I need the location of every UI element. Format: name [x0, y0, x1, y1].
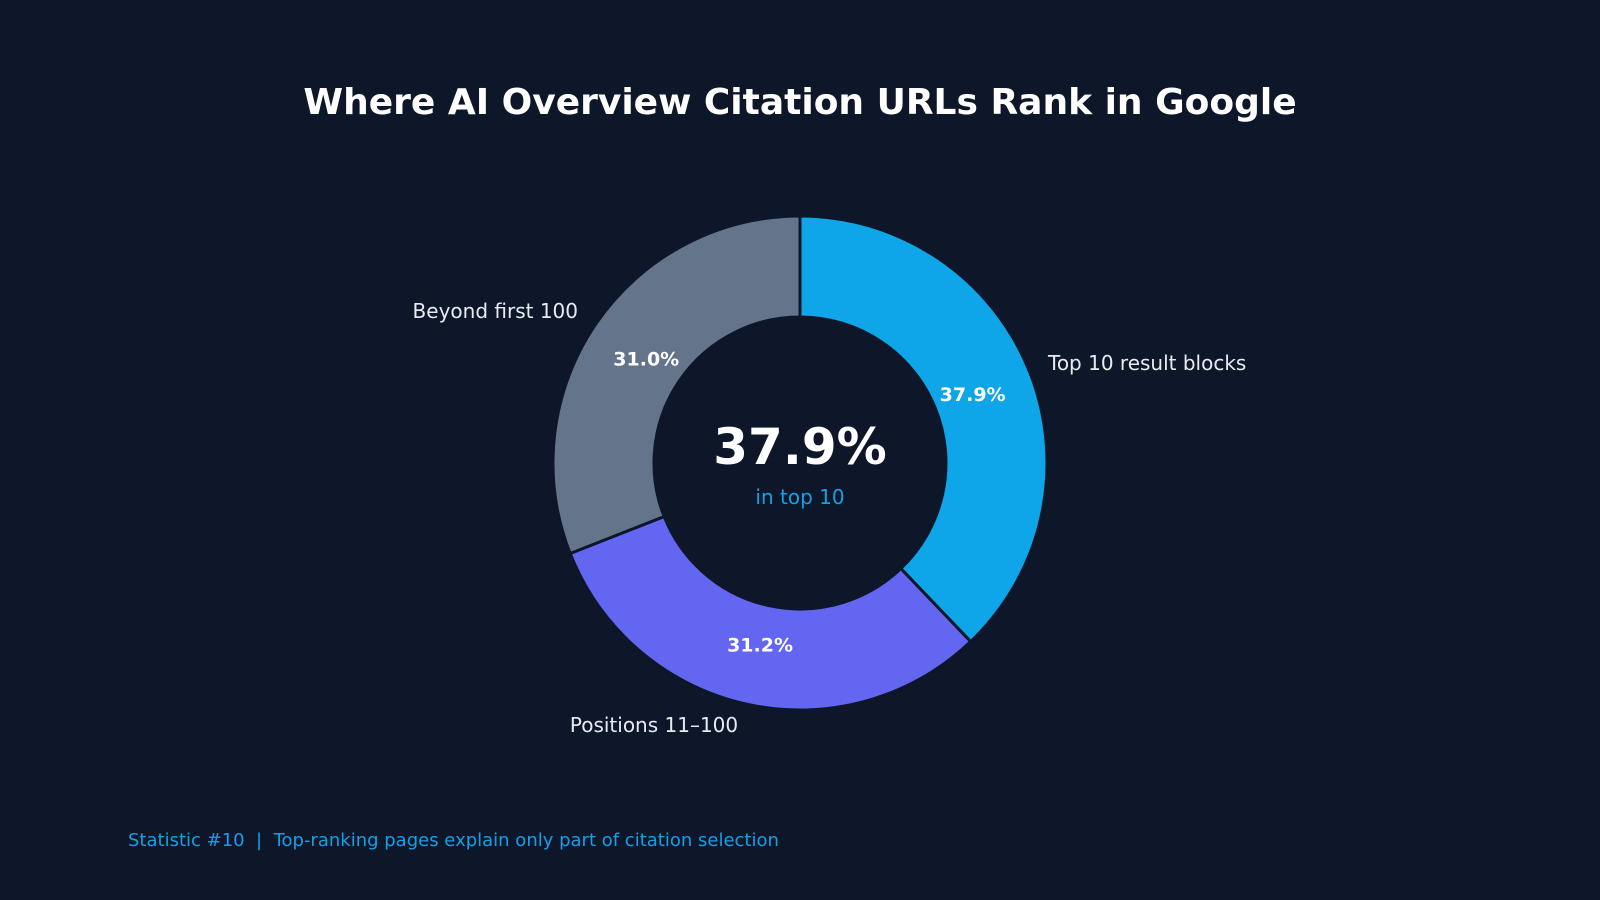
slice-labels: 37.9% Top 10 result blocks 31.2% Positions …	[413, 299, 1247, 737]
footer-note: Statistic #10 | Top-ranking pages explai…	[128, 830, 779, 851]
donut-slice	[568, 514, 973, 712]
slice-category-label: Top 10 result blocks	[1047, 351, 1246, 375]
slice-percent-label: 31.2%	[727, 635, 793, 657]
chart-title: Where AI Overview Citation URLs Rank in …	[303, 82, 1296, 123]
donut-slice	[551, 214, 802, 556]
slice-category-label: Beyond first 100	[413, 299, 578, 323]
slice-percent-label: 31.0%	[613, 348, 679, 370]
slice-percent-label: 37.9%	[940, 384, 1006, 406]
slice-category-label: Positions 11–100	[570, 713, 738, 737]
donut-slice	[798, 214, 1049, 644]
center-value: 37.9%	[713, 418, 886, 476]
donut-slices	[551, 214, 1049, 712]
center-caption: in top 10	[755, 485, 844, 509]
